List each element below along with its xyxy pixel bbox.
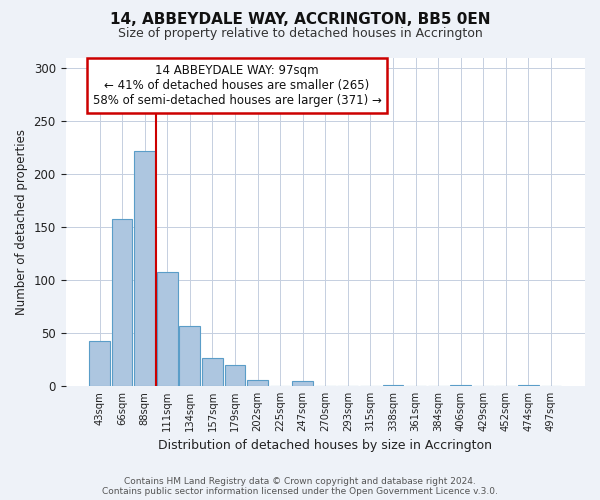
X-axis label: Distribution of detached houses by size in Accrington: Distribution of detached houses by size … — [158, 440, 492, 452]
Bar — [112, 218, 133, 386]
Text: 14 ABBEYDALE WAY: 97sqm
← 41% of detached houses are smaller (265)
58% of semi-d: 14 ABBEYDALE WAY: 97sqm ← 41% of detache… — [92, 64, 382, 107]
Bar — [518, 385, 539, 386]
Bar — [179, 326, 200, 386]
Bar — [89, 342, 110, 386]
Bar — [247, 380, 268, 386]
Bar — [451, 385, 471, 386]
Text: Size of property relative to detached houses in Accrington: Size of property relative to detached ho… — [118, 28, 482, 40]
Bar — [292, 380, 313, 386]
Bar — [383, 385, 403, 386]
Text: Contains HM Land Registry data © Crown copyright and database right 2024.: Contains HM Land Registry data © Crown c… — [124, 477, 476, 486]
Bar — [224, 364, 245, 386]
Bar — [202, 358, 223, 386]
Text: Contains public sector information licensed under the Open Government Licence v.: Contains public sector information licen… — [102, 487, 498, 496]
Bar — [157, 272, 178, 386]
Text: 14, ABBEYDALE WAY, ACCRINGTON, BB5 0EN: 14, ABBEYDALE WAY, ACCRINGTON, BB5 0EN — [110, 12, 490, 28]
Bar — [134, 150, 155, 386]
Y-axis label: Number of detached properties: Number of detached properties — [15, 128, 28, 314]
